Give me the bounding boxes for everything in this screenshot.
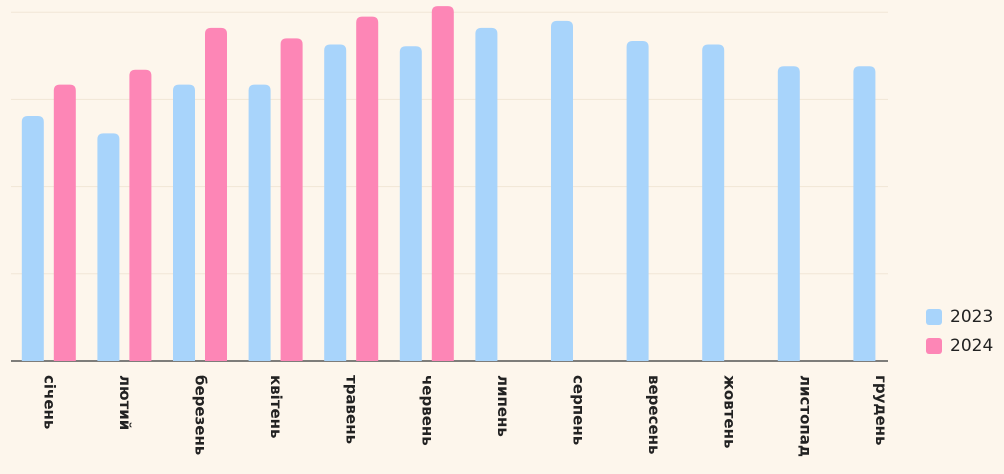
bar: [777, 66, 800, 361]
x-tick-label: жовтень: [721, 375, 739, 448]
bar: [173, 84, 195, 361]
x-tick-label: березень: [192, 375, 210, 455]
x-tick-label: грудень: [872, 375, 890, 446]
legend-swatch: [926, 338, 942, 354]
bar: [551, 20, 573, 361]
legend-swatch: [926, 309, 942, 325]
x-tick-label: лютий: [116, 375, 134, 430]
bar: [475, 27, 498, 361]
bar: [626, 40, 649, 361]
x-tick-label: липень: [494, 375, 512, 437]
bar: [399, 46, 422, 362]
x-tick-label: вересень: [645, 375, 663, 455]
bar: [431, 6, 454, 362]
x-tick-label: листопад: [796, 375, 814, 457]
x-tick-label: серпень: [570, 375, 588, 445]
bar: [248, 84, 271, 361]
bar: [356, 16, 379, 362]
x-tick-label: квітень: [267, 375, 285, 439]
legend-label: 2023: [950, 307, 993, 327]
bar: [129, 69, 152, 361]
bar: [205, 27, 227, 361]
bar: [702, 44, 725, 362]
bar: [853, 66, 876, 361]
x-tick-label: червень: [418, 375, 436, 446]
bar: [324, 44, 347, 362]
x-tick-label: травень: [343, 375, 361, 444]
bar: [53, 84, 76, 361]
x-tick-label: січень: [40, 375, 58, 429]
bar: [97, 133, 120, 361]
bar: [280, 38, 303, 361]
bar: [21, 115, 44, 362]
legend-label: 2024: [950, 336, 993, 356]
